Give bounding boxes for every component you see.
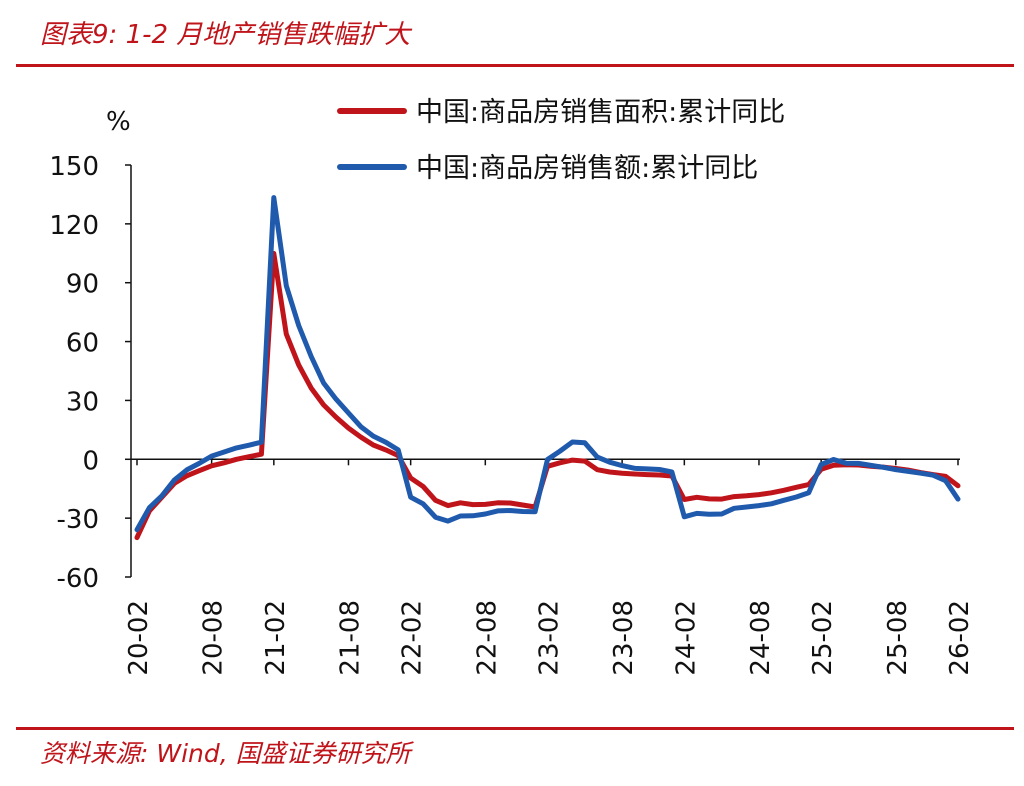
series-line-sales-amount <box>134 195 961 533</box>
y-tick-label: 90 <box>66 270 99 300</box>
y-tick-label: 60 <box>66 329 99 359</box>
y-tick-label: -30 <box>57 505 99 535</box>
y-unit-label: % <box>106 107 131 137</box>
x-tick-label: 24-02 <box>671 600 701 676</box>
x-tick-label: 22-02 <box>398 600 428 676</box>
title-divider <box>16 64 1014 67</box>
axes: %150 120 90 60 30 0 -30 -60 20-02 20-08 21-02 21-08… <box>49 107 975 676</box>
x-tick-label: 25-08 <box>883 600 913 676</box>
x-tick-label: 21-02 <box>261 600 291 676</box>
x-tick-label: 21-08 <box>335 600 365 676</box>
y-tick-label: 150 <box>49 152 99 182</box>
source-divider <box>16 727 1014 730</box>
x-tick-label: 23-02 <box>535 600 565 676</box>
x-tick-label: 20-02 <box>124 600 154 676</box>
y-tick-label: -60 <box>57 564 99 594</box>
series-lines <box>134 195 961 541</box>
x-tick-label: 25-02 <box>808 600 838 676</box>
y-tick-label: 120 <box>49 211 99 241</box>
x-tick-label: 26-02 <box>945 600 975 676</box>
figure-title: 图表9: 1-2 月地产销售跌幅扩大 <box>40 20 411 50</box>
source-note: 资料来源: Wind, 国盛证券研究所 <box>40 739 411 768</box>
y-tick-label: 0 <box>82 446 99 476</box>
x-tick-label: 20-08 <box>199 600 229 676</box>
x-tick-label: 22-08 <box>472 600 502 676</box>
x-tick-label: 24-08 <box>746 600 776 676</box>
y-tick-label: 30 <box>66 387 99 417</box>
legend-label: 中国:商品房销售额:累计同比 <box>416 153 758 184</box>
series-line-sales-area <box>134 251 961 541</box>
legend-label: 中国:商品房销售面积:累计同比 <box>416 97 785 128</box>
x-tick-label: 23-08 <box>609 600 639 676</box>
